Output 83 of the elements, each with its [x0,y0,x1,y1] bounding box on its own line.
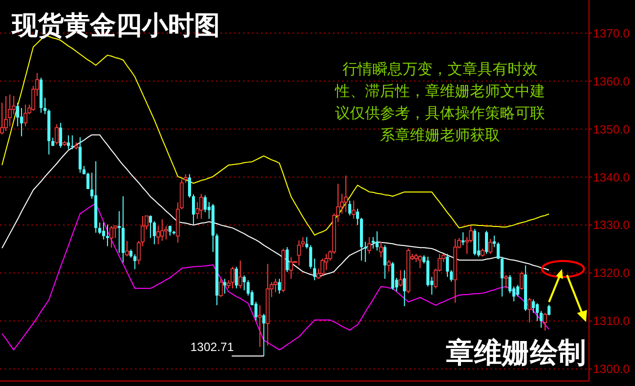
y-tick-label: 1310.0 [593,314,630,328]
candlestick [356,208,360,226]
candlestick [148,214,152,239]
candlestick [548,304,550,316]
y-tick-label: 1340.0 [593,170,630,184]
y-tick-label: 1300.0 [593,362,630,376]
candlestick [446,253,449,278]
candlestick [520,271,524,290]
candlestick [504,274,508,289]
candlestick [297,240,301,266]
candlestick [473,228,476,256]
y-tick-label: 1360.0 [593,74,630,88]
annotation: 1302.71 [190,340,234,354]
annotation: 行情瞬息万变，文章具有时效性、滞后性，章维姗老师文中建议仅供参考，具体操作策略可联系章维姗老师获取 [334,61,545,144]
candlestick [258,304,262,348]
candlestick [242,274,246,291]
candlestick [125,240,129,257]
candlestick [398,270,402,287]
candlestick [364,241,367,262]
candlestick [16,102,20,127]
candlestick [344,175,348,213]
candlestick [278,278,281,294]
candlestick [418,254,422,269]
candlestick [367,236,372,254]
candlestick [286,246,289,273]
y-tick-label: 1350.0 [593,122,630,136]
candlestick [348,200,352,216]
candlestick [8,94,12,127]
candlestick [352,200,356,220]
candlestick [199,193,204,220]
candlestick [516,284,520,298]
y-tick-label: 1320.0 [593,266,630,280]
candlestick [192,194,195,226]
candlestick [118,210,121,254]
candlestick [289,256,294,280]
candlestick [66,134,70,150]
candlestick [262,313,266,356]
candlestick [223,278,226,294]
candlestick [462,232,465,246]
y-tick-label: 1330.0 [593,218,630,232]
candlestick [274,278,278,293]
candlestick [133,254,136,270]
candlestick [386,260,391,272]
candlestick [379,241,383,258]
candlestick [59,122,62,148]
candlestick [528,297,532,323]
candlestick [152,220,156,245]
candlestick [313,258,316,281]
candlestick [102,222,106,240]
candlestick [20,107,24,137]
candlestick [204,194,207,213]
candlestick [488,238,492,254]
candlestick [484,230,488,254]
candlestick [43,97,46,115]
candlestick [402,270,406,307]
candlestick [500,256,504,298]
candlestick [106,224,109,247]
annotation: 章维姗绘制 [445,337,586,369]
y-tick-label: 1370.0 [593,26,630,40]
candlestick [78,136,82,174]
candlestick [54,124,59,145]
candlestick [376,230,379,251]
candlestick [168,225,172,236]
candlestick [383,244,386,280]
candlestick [477,232,480,258]
candlestick [86,172,90,190]
candlestick [188,174,192,198]
candlestick [24,104,28,127]
candlestick [532,298,535,314]
chart-title: 现货黄金四小时图 [11,11,220,40]
candlestick [218,278,223,298]
candlestick [230,266,234,289]
candlestick [4,95,8,132]
candlestick [160,218,164,242]
candlestick [508,274,512,294]
candlestick [238,260,242,289]
candlestick [372,236,375,250]
candlestick [110,226,114,248]
candlestick [450,270,453,282]
candlestick [234,266,238,289]
candlestick [70,134,74,150]
candlestick [320,258,324,276]
candlestick [543,312,547,332]
